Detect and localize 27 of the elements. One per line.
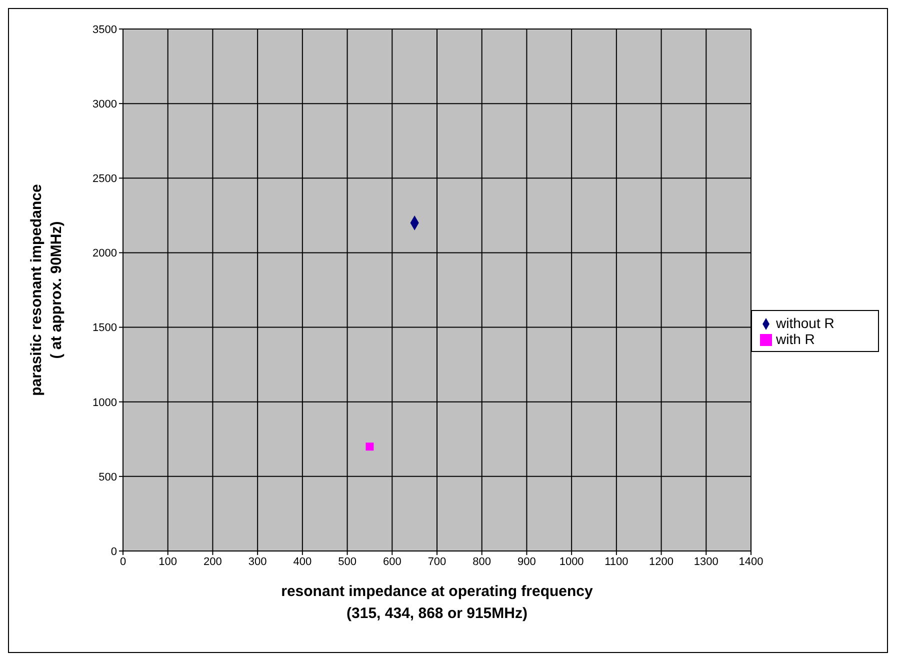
y-axis-title: parasitic resonant impedance ( at approx. 90MHz) — [28, 184, 65, 396]
y-tick-label: 2000 — [92, 248, 117, 260]
x-tick-label: 0 — [120, 556, 126, 568]
x-tick-label: 100 — [158, 556, 178, 568]
y-tick-label: 0 — [110, 546, 117, 558]
y-tick-label: 500 — [98, 471, 117, 484]
x-tick-label: 600 — [382, 556, 402, 568]
y-tick-label: 3000 — [92, 98, 117, 110]
x-tick-label: 500 — [338, 556, 356, 568]
x-tick-label: 800 — [472, 556, 492, 568]
x-axis-title: resonant impedance at operating frequency (315, 434, 868 or 915MHz) — [281, 583, 594, 622]
y-tick-label: 1000 — [92, 396, 117, 409]
x-tick-label: 300 — [248, 556, 267, 568]
x-tick-label: 1400 — [738, 556, 764, 568]
y-tick-label: 1500 — [92, 322, 117, 334]
x-tick-label: 900 — [518, 556, 536, 568]
legend-label: with R — [776, 330, 815, 346]
y-tick-label: 3500 — [92, 24, 117, 36]
x-tick-label: 1200 — [649, 556, 674, 568]
legend-label: without R — [776, 314, 834, 330]
x-tick-label: 700 — [428, 556, 446, 568]
y-tick-label: 2500 — [92, 173, 117, 186]
x-tick-label: 1300 — [694, 556, 718, 568]
x-tick-label: 1000 — [559, 556, 584, 568]
x-tick-label: 200 — [204, 556, 222, 568]
x-tick-label: 400 — [293, 556, 312, 568]
x-tick-label: 1100 — [604, 556, 628, 568]
